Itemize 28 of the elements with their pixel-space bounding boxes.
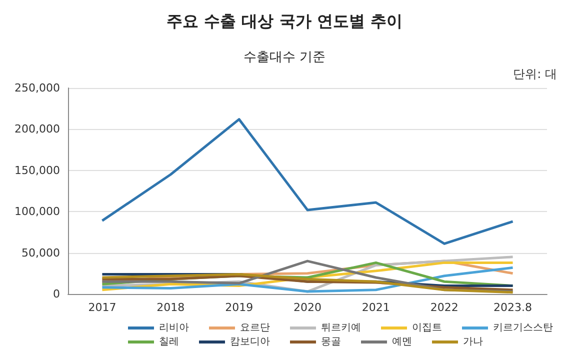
x-tick-label: 2021 xyxy=(362,301,390,314)
legend-label: 가나 xyxy=(463,336,483,348)
legend-label: 튀르키예 xyxy=(321,322,361,334)
y-tick-label: 150,000 xyxy=(14,164,60,177)
x-tick-label: 2018 xyxy=(156,301,185,314)
y-tick-label: 250,000 xyxy=(14,82,60,94)
x-tick-label: 2022 xyxy=(430,301,458,314)
legend-label: 몽골 xyxy=(321,336,341,348)
y-tick-label: 50,000 xyxy=(22,246,60,260)
y-tick-label: 200,000 xyxy=(14,122,60,136)
legend-label: 키르기스스탄 xyxy=(493,322,553,334)
line-series xyxy=(100,118,514,245)
legend-label: 캄보디아 xyxy=(230,336,270,348)
x-tick-label: 2019 xyxy=(225,301,254,314)
legend-label: 예멘 xyxy=(392,336,412,348)
x-tick-label: 2023.8 xyxy=(494,301,532,314)
x-tick-label: 2020 xyxy=(294,301,322,314)
legend-label: 리비아 xyxy=(159,322,189,334)
chart-subtitle: 수출대수 기준 xyxy=(243,50,326,65)
legend-label: 칠레 xyxy=(159,336,179,348)
chart-title: 주요 수출 대상 국가 연도별 추이 xyxy=(166,12,402,30)
y-tick-label: 0 xyxy=(53,288,60,300)
legend-label: 요르단 xyxy=(240,322,270,334)
legend-label: 이집트 xyxy=(412,322,442,334)
y-tick-label: 100,000 xyxy=(14,205,60,218)
x-tick-label: 2017 xyxy=(88,301,116,314)
text: 단위: 대 xyxy=(513,67,557,81)
line-series xyxy=(100,266,514,293)
